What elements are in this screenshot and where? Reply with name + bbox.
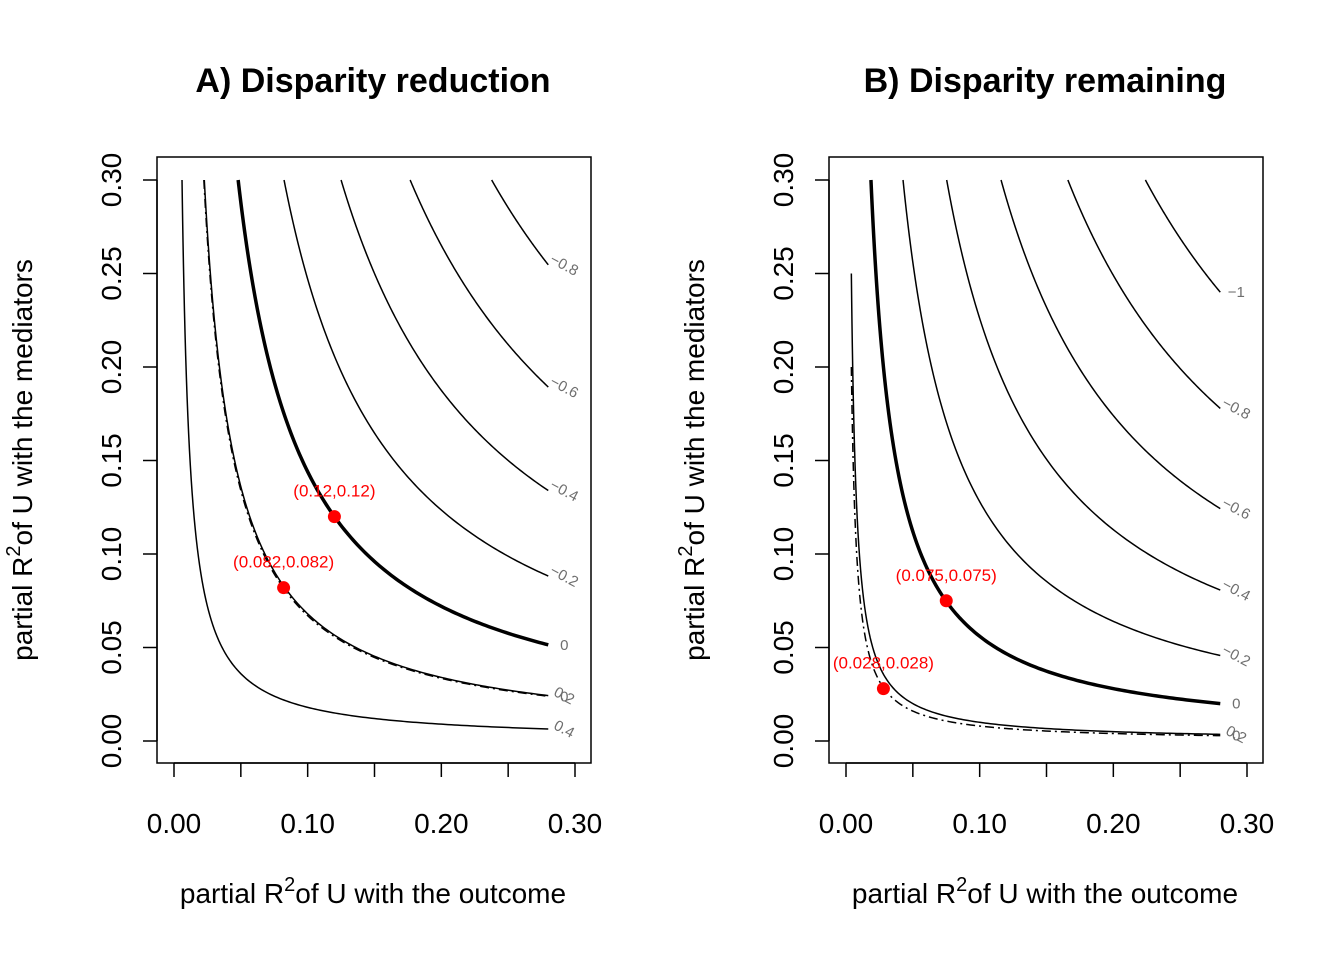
panel-title: A) Disparity reduction <box>195 62 550 100</box>
y-tick-label: 0.05 <box>768 620 799 675</box>
y-tick-label: 0.30 <box>768 153 799 208</box>
contour-label: 0 <box>1232 696 1240 713</box>
y-tick-label: 0.25 <box>96 246 127 301</box>
contour-label: 0 <box>560 688 568 705</box>
y-tick-label: 0.10 <box>96 527 127 582</box>
x-tick-label: 0.30 <box>548 808 603 839</box>
x-tick-label: 0.00 <box>819 808 874 839</box>
point-label: (0.082,0.082) <box>233 553 334 572</box>
contour-line <box>902 179 1221 657</box>
y-axis: 0.00 0.05 0.10 0.15 0.20 0.25 0.30 <box>96 153 158 769</box>
contour-label: 0 <box>1232 728 1240 745</box>
x-axis-label: partial R2of U with the outcome <box>180 874 566 909</box>
contour-label: 0 <box>560 637 568 654</box>
contour-label: −0.2 <box>547 562 581 591</box>
y-tick-label: 0.05 <box>96 620 127 675</box>
point-label: (0.12,0.12) <box>293 482 375 501</box>
x-tick-label: 0.20 <box>414 808 469 839</box>
y-axis: 0.00 0.05 0.10 0.15 0.20 0.25 0.30 <box>768 153 830 769</box>
y-tick-label: 0.25 <box>768 246 799 301</box>
highlight-point <box>277 581 291 595</box>
y-tick-label: 0.20 <box>96 340 127 395</box>
contour-line <box>203 179 549 697</box>
y-tick-label: 0.30 <box>96 153 127 208</box>
contour-label: −0.6 <box>1219 495 1253 524</box>
contour-line <box>850 366 1221 737</box>
contour-label: −0.2 <box>1219 641 1253 670</box>
contour-label: −0.8 <box>547 251 581 280</box>
contour-line <box>283 179 549 577</box>
x-axis-label: partial R2of U with the outcome <box>852 874 1238 909</box>
contour-line <box>181 179 549 730</box>
y-axis-label: partial R2of U with the mediators <box>675 259 710 661</box>
contour-line <box>850 273 1221 736</box>
contour-line <box>945 179 1221 591</box>
plot-area: 0.40.20−0.2−0.4−0.6−0.80(0.12,0.12)(0.08… <box>181 179 581 742</box>
contour-label: −0.4 <box>1219 576 1253 605</box>
contour-line <box>491 179 549 266</box>
y-tick-label: 0.20 <box>768 340 799 395</box>
point-label: (0.075,0.075) <box>896 566 997 585</box>
highlight-point <box>327 510 341 524</box>
x-axis: 0.00 0.10 0.20 0.30 <box>819 762 1275 839</box>
x-tick-label: 0.30 <box>1220 808 1275 839</box>
x-tick-label: 0.10 <box>952 808 1007 839</box>
x-tick-label: 0.10 <box>280 808 335 839</box>
contour-line <box>1144 179 1221 293</box>
x-axis: 0.00 0.10 0.20 0.30 <box>147 762 603 839</box>
contour-line <box>340 179 549 492</box>
point-label: (0.028,0.028) <box>833 654 934 673</box>
y-tick-label: 0.00 <box>96 714 127 769</box>
plot-area: 0.20−0.2−0.4−0.6−0.8−10(0.075,0.075)(0.0… <box>833 179 1253 747</box>
contour-label: −1 <box>1228 284 1245 301</box>
y-tick-label: 0.00 <box>768 714 799 769</box>
x-tick-label: 0.00 <box>147 808 202 839</box>
contour-label: −0.8 <box>1219 394 1253 423</box>
x-tick-label: 0.20 <box>1086 808 1141 839</box>
contour-line <box>1000 179 1221 510</box>
highlight-point <box>939 594 953 608</box>
contour-label: −0.4 <box>547 477 581 506</box>
plot-frame <box>156 156 592 764</box>
highlight-point <box>876 682 890 696</box>
y-tick-label: 0.15 <box>768 433 799 488</box>
y-axis-label: partial R2of U with the mediators <box>3 259 38 661</box>
y-tick-label: 0.10 <box>768 527 799 582</box>
panel-title: B) Disparity remaining <box>864 62 1227 100</box>
contour-line <box>203 179 549 697</box>
contour-label: 0.4 <box>551 717 577 742</box>
contour-label: −0.6 <box>547 373 581 402</box>
contour-line <box>869 179 1221 706</box>
contour-line <box>236 179 549 647</box>
contour-line <box>409 179 549 388</box>
contour-line <box>1067 179 1221 409</box>
y-tick-label: 0.15 <box>96 433 127 488</box>
panel-disparity-reduction: A) Disparity reduction 0.4 0.20 −0.2 −0.4 −0… <box>3 62 602 909</box>
panel-disparity-remaining: B) Disparity remaining 0.20 −0.2 −0.4 −0.6 −… <box>675 62 1274 909</box>
